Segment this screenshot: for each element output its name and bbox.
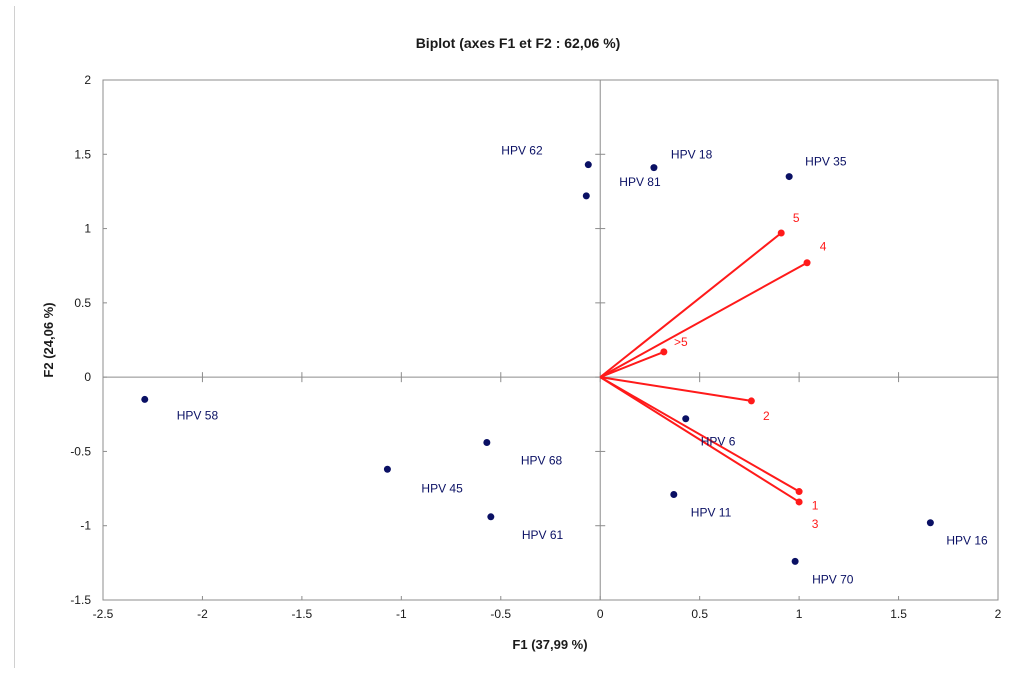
point-label: HPV 61 [522,528,564,542]
y-axis-label: F2 (24,06 %) [41,302,56,377]
data-point [682,415,690,423]
vector-line-3 [599,376,800,503]
data-point [383,465,391,473]
x-tick-label: -2.5 [93,607,114,621]
x-tick-label: -0.5 [490,607,511,621]
plot-area [102,79,999,601]
vector-line-5 [599,232,782,378]
x-tick-label: 1.5 [890,607,907,621]
vector-label: >5 [674,335,688,349]
vector-point-5 [777,229,785,237]
vector-label: 5 [793,211,800,225]
y-tick-label: 2 [84,73,91,87]
x-tick-label: -1.5 [292,607,313,621]
y-tick-label: -1.5 [70,593,91,607]
point-label: HPV 45 [421,481,463,495]
vector-point-3 [795,498,803,506]
vector-label: 4 [820,240,827,254]
y-tick-label: 1 [84,222,91,236]
y-tick-label: 1.5 [74,147,91,161]
x-tick-label: 0.5 [691,607,708,621]
data-point [670,491,678,499]
point-label: HPV 18 [671,148,713,162]
point-label: HPV 58 [177,408,219,422]
x-tick-label: 1 [796,607,803,621]
point-label: HPV 68 [521,454,563,468]
data-point [483,439,491,447]
x-tick-label: -1 [396,607,407,621]
point-label: HPV 6 [701,435,736,449]
y-tick-label: 0.5 [74,296,91,310]
point-label: HPV 35 [805,155,847,169]
point-label: HPV 81 [619,175,661,189]
vector-label: 3 [812,517,819,531]
y-tick-label: -0.5 [70,444,91,458]
vector-point-4 [803,259,811,267]
vector-line-1 [599,376,800,493]
point-label: HPV 11 [691,506,732,520]
data-point [650,164,658,172]
vector-label: 1 [812,499,819,513]
point-label: HPV 62 [501,144,543,158]
vector-line-2 [600,376,752,402]
data-point [785,173,793,181]
data-point [582,192,590,200]
vector-point-2 [747,397,755,405]
vector-line->5 [599,350,665,379]
point-label: HPV 70 [812,572,854,586]
vector-point->5 [660,348,668,356]
data-point [487,513,495,521]
data-point [584,161,592,169]
biplot-chart: Biplot (axes F1 et F2 : 62,06 %) -2.5 -2-… [41,35,1002,652]
data-point [141,395,149,403]
data-point [791,557,799,565]
axes-layer: -2.5 -2 -1.5 -1 -0.5 0 0.5 1 1.5 2 -1.5 -1 -0.5 0 0.5 1… [70,73,1001,621]
vector-line-4 [599,261,808,379]
x-tick-label: 0 [597,607,604,621]
chart-title: Biplot (axes F1 et F2 : 62,06 %) [416,35,621,51]
y-tick-label: -1 [80,519,91,533]
vector-layer: 5 4 >5 2 1 3 [599,211,827,531]
x-axis-label: F1 (37,99 %) [512,637,587,652]
x-tick-label: -2 [197,607,208,621]
chart-frame: Biplot (axes F1 et F2 : 62,06 %) -2.5 -2-… [14,6,1012,668]
vector-point-1 [795,488,803,496]
y-tick-label: 0 [84,370,91,384]
vector-label: 2 [763,409,770,423]
point-label: HPV 16 [946,534,988,548]
data-point [926,519,934,527]
x-tick-label: 2 [995,607,1002,621]
